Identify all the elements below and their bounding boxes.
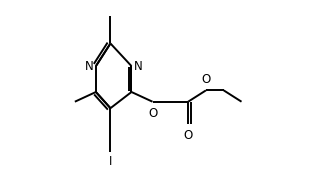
Text: O: O [201, 73, 211, 86]
Text: N: N [134, 60, 142, 73]
Text: N: N [85, 60, 94, 73]
Text: I: I [109, 155, 112, 168]
Text: O: O [148, 107, 157, 120]
Text: O: O [183, 129, 193, 142]
